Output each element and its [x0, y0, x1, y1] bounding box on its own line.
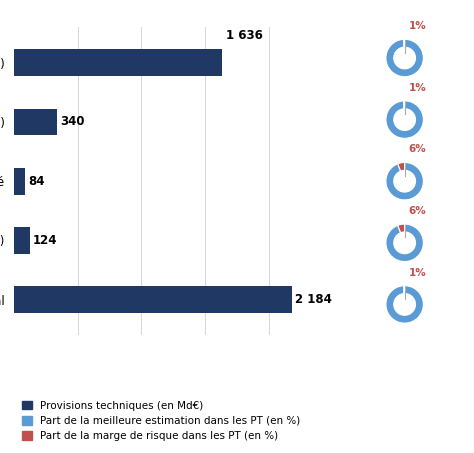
Bar	[14, 286, 292, 313]
Bar	[14, 109, 57, 135]
Text: 6%: 6%	[409, 206, 427, 216]
Text: 124: 124	[33, 234, 58, 247]
Text: 2 184: 2 184	[295, 293, 332, 306]
Wedge shape	[398, 224, 405, 233]
Wedge shape	[403, 39, 405, 47]
Text: 84: 84	[28, 175, 45, 188]
Wedge shape	[398, 163, 405, 171]
Wedge shape	[386, 163, 423, 200]
Text: 1%: 1%	[409, 21, 427, 31]
Wedge shape	[386, 39, 423, 77]
Text: 1%: 1%	[409, 83, 427, 93]
Wedge shape	[386, 286, 423, 323]
Wedge shape	[403, 101, 405, 109]
Bar	[14, 49, 222, 76]
Wedge shape	[386, 224, 423, 261]
Text: 1 636: 1 636	[226, 29, 263, 42]
Wedge shape	[386, 101, 423, 138]
Bar	[14, 168, 25, 194]
Text: 1%: 1%	[409, 268, 427, 278]
Text: 6%: 6%	[409, 145, 427, 154]
Wedge shape	[403, 286, 405, 294]
Text: 340: 340	[61, 116, 85, 129]
Legend: Provisions techniques (en Md€), Part de la meilleure estimation dans les PT (en : Provisions techniques (en Md€), Part de …	[19, 399, 302, 443]
Bar	[14, 227, 30, 254]
